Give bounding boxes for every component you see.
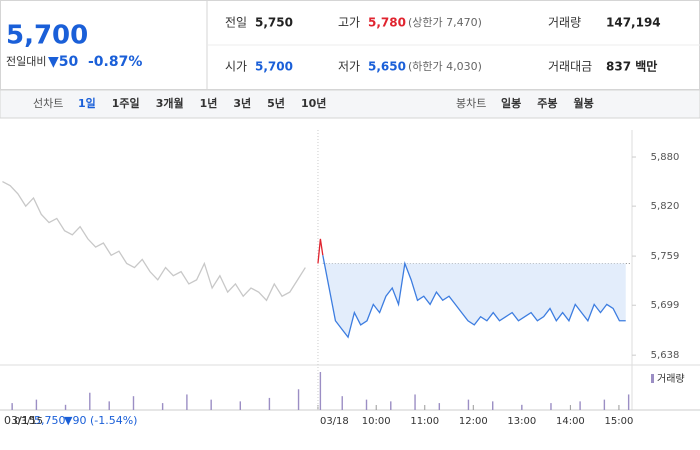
x-tick-label: 14:00	[556, 416, 585, 427]
x-tick-label: 10:00	[362, 416, 391, 427]
tab-label: 봉차트	[456, 97, 486, 110]
volume-bar	[365, 399, 368, 410]
y-tick-label: 5,699	[651, 300, 680, 311]
y-tick-label: 5,880	[651, 152, 680, 163]
volume-bar	[64, 404, 67, 410]
volume-bar	[341, 396, 343, 410]
price-line	[317, 238, 324, 264]
y-tick-label: 5,759	[651, 251, 680, 262]
y-tick-label: 5,820	[651, 201, 680, 212]
x-tick-label: 15:00	[605, 416, 634, 427]
y-tick-label: 5,638	[651, 350, 680, 361]
volume-bar	[11, 403, 13, 410]
volume-bar	[603, 399, 606, 410]
volume-bar	[186, 394, 188, 410]
volume-bar	[319, 372, 322, 410]
volume-bar	[210, 399, 212, 410]
summary-note: (상한가 7,470)	[408, 16, 482, 29]
tab-bar	[0, 89, 700, 119]
tab[interactable]: 1년	[200, 96, 218, 110]
summary-label: 고가	[338, 16, 360, 30]
summary-note: (하한가 4,030)	[408, 59, 482, 73]
tab[interactable]: 10년	[301, 96, 326, 110]
volume-bar	[521, 404, 523, 410]
price-line	[2, 181, 306, 302]
volume-bar	[35, 399, 38, 410]
tab[interactable]: 월봉	[574, 96, 594, 110]
x-tick-label: 12:00	[459, 416, 488, 427]
volume-bar	[579, 401, 581, 410]
summary-value: 5,700	[255, 60, 293, 74]
tab[interactable]: 1일	[78, 96, 96, 110]
volume-bar	[268, 397, 271, 410]
change-label: 전일대비	[6, 54, 46, 68]
footer-close: 5,750	[34, 414, 66, 427]
footer-change: ▼90 (-1.54%)	[64, 414, 137, 427]
summary-label: 시가	[225, 60, 247, 74]
tab[interactable]: 1주일	[112, 96, 140, 110]
x-tick-label: 13:00	[507, 416, 536, 427]
x-tick-label: 11:00	[410, 416, 439, 427]
volume-bar	[89, 392, 91, 410]
volume-bar	[161, 403, 164, 410]
summary-value: 5,750	[255, 16, 293, 30]
summary-value: 147,194	[606, 16, 661, 30]
price-line	[322, 255, 626, 339]
tab[interactable]: 주봉	[537, 97, 557, 110]
volume-bar	[390, 401, 392, 410]
summary-label: 거래대금	[548, 60, 592, 74]
volume-bar	[297, 389, 300, 410]
change-pct: -0.87%	[88, 54, 142, 70]
volume-bar	[108, 401, 110, 410]
summary-label: 거래량	[548, 16, 581, 30]
tab[interactable]: 5년	[267, 96, 285, 110]
area	[322, 255, 626, 338]
tab[interactable]: 일봉	[501, 96, 521, 110]
volume-bar	[438, 403, 441, 410]
change: ▼50	[48, 54, 79, 70]
volume-bar	[414, 394, 416, 410]
tab-label: 선차트	[33, 97, 63, 110]
volume-bar	[239, 401, 241, 410]
legend-label: 거래량	[657, 373, 685, 385]
summary-label: 전일	[225, 16, 247, 30]
x-tick-label: 03/15	[14, 416, 43, 427]
summary-value: 5,780	[368, 16, 406, 30]
volume-bar	[627, 394, 630, 410]
legend-swatch	[651, 374, 654, 383]
volume-bar	[467, 399, 470, 410]
x-tick-label: 03/18	[320, 416, 349, 427]
tab[interactable]: 3년	[233, 96, 251, 110]
price: 5,700	[6, 21, 88, 51]
volume-bar	[492, 401, 494, 410]
summary-value: 837 백만	[606, 59, 657, 74]
summary-value: 5,650	[368, 60, 406, 74]
tab[interactable]: 3개월	[156, 96, 184, 110]
volume-bar	[550, 403, 552, 410]
volume-bar	[132, 396, 135, 410]
footer-date: 03/15	[4, 414, 36, 427]
summary-label: 저가	[338, 60, 360, 74]
